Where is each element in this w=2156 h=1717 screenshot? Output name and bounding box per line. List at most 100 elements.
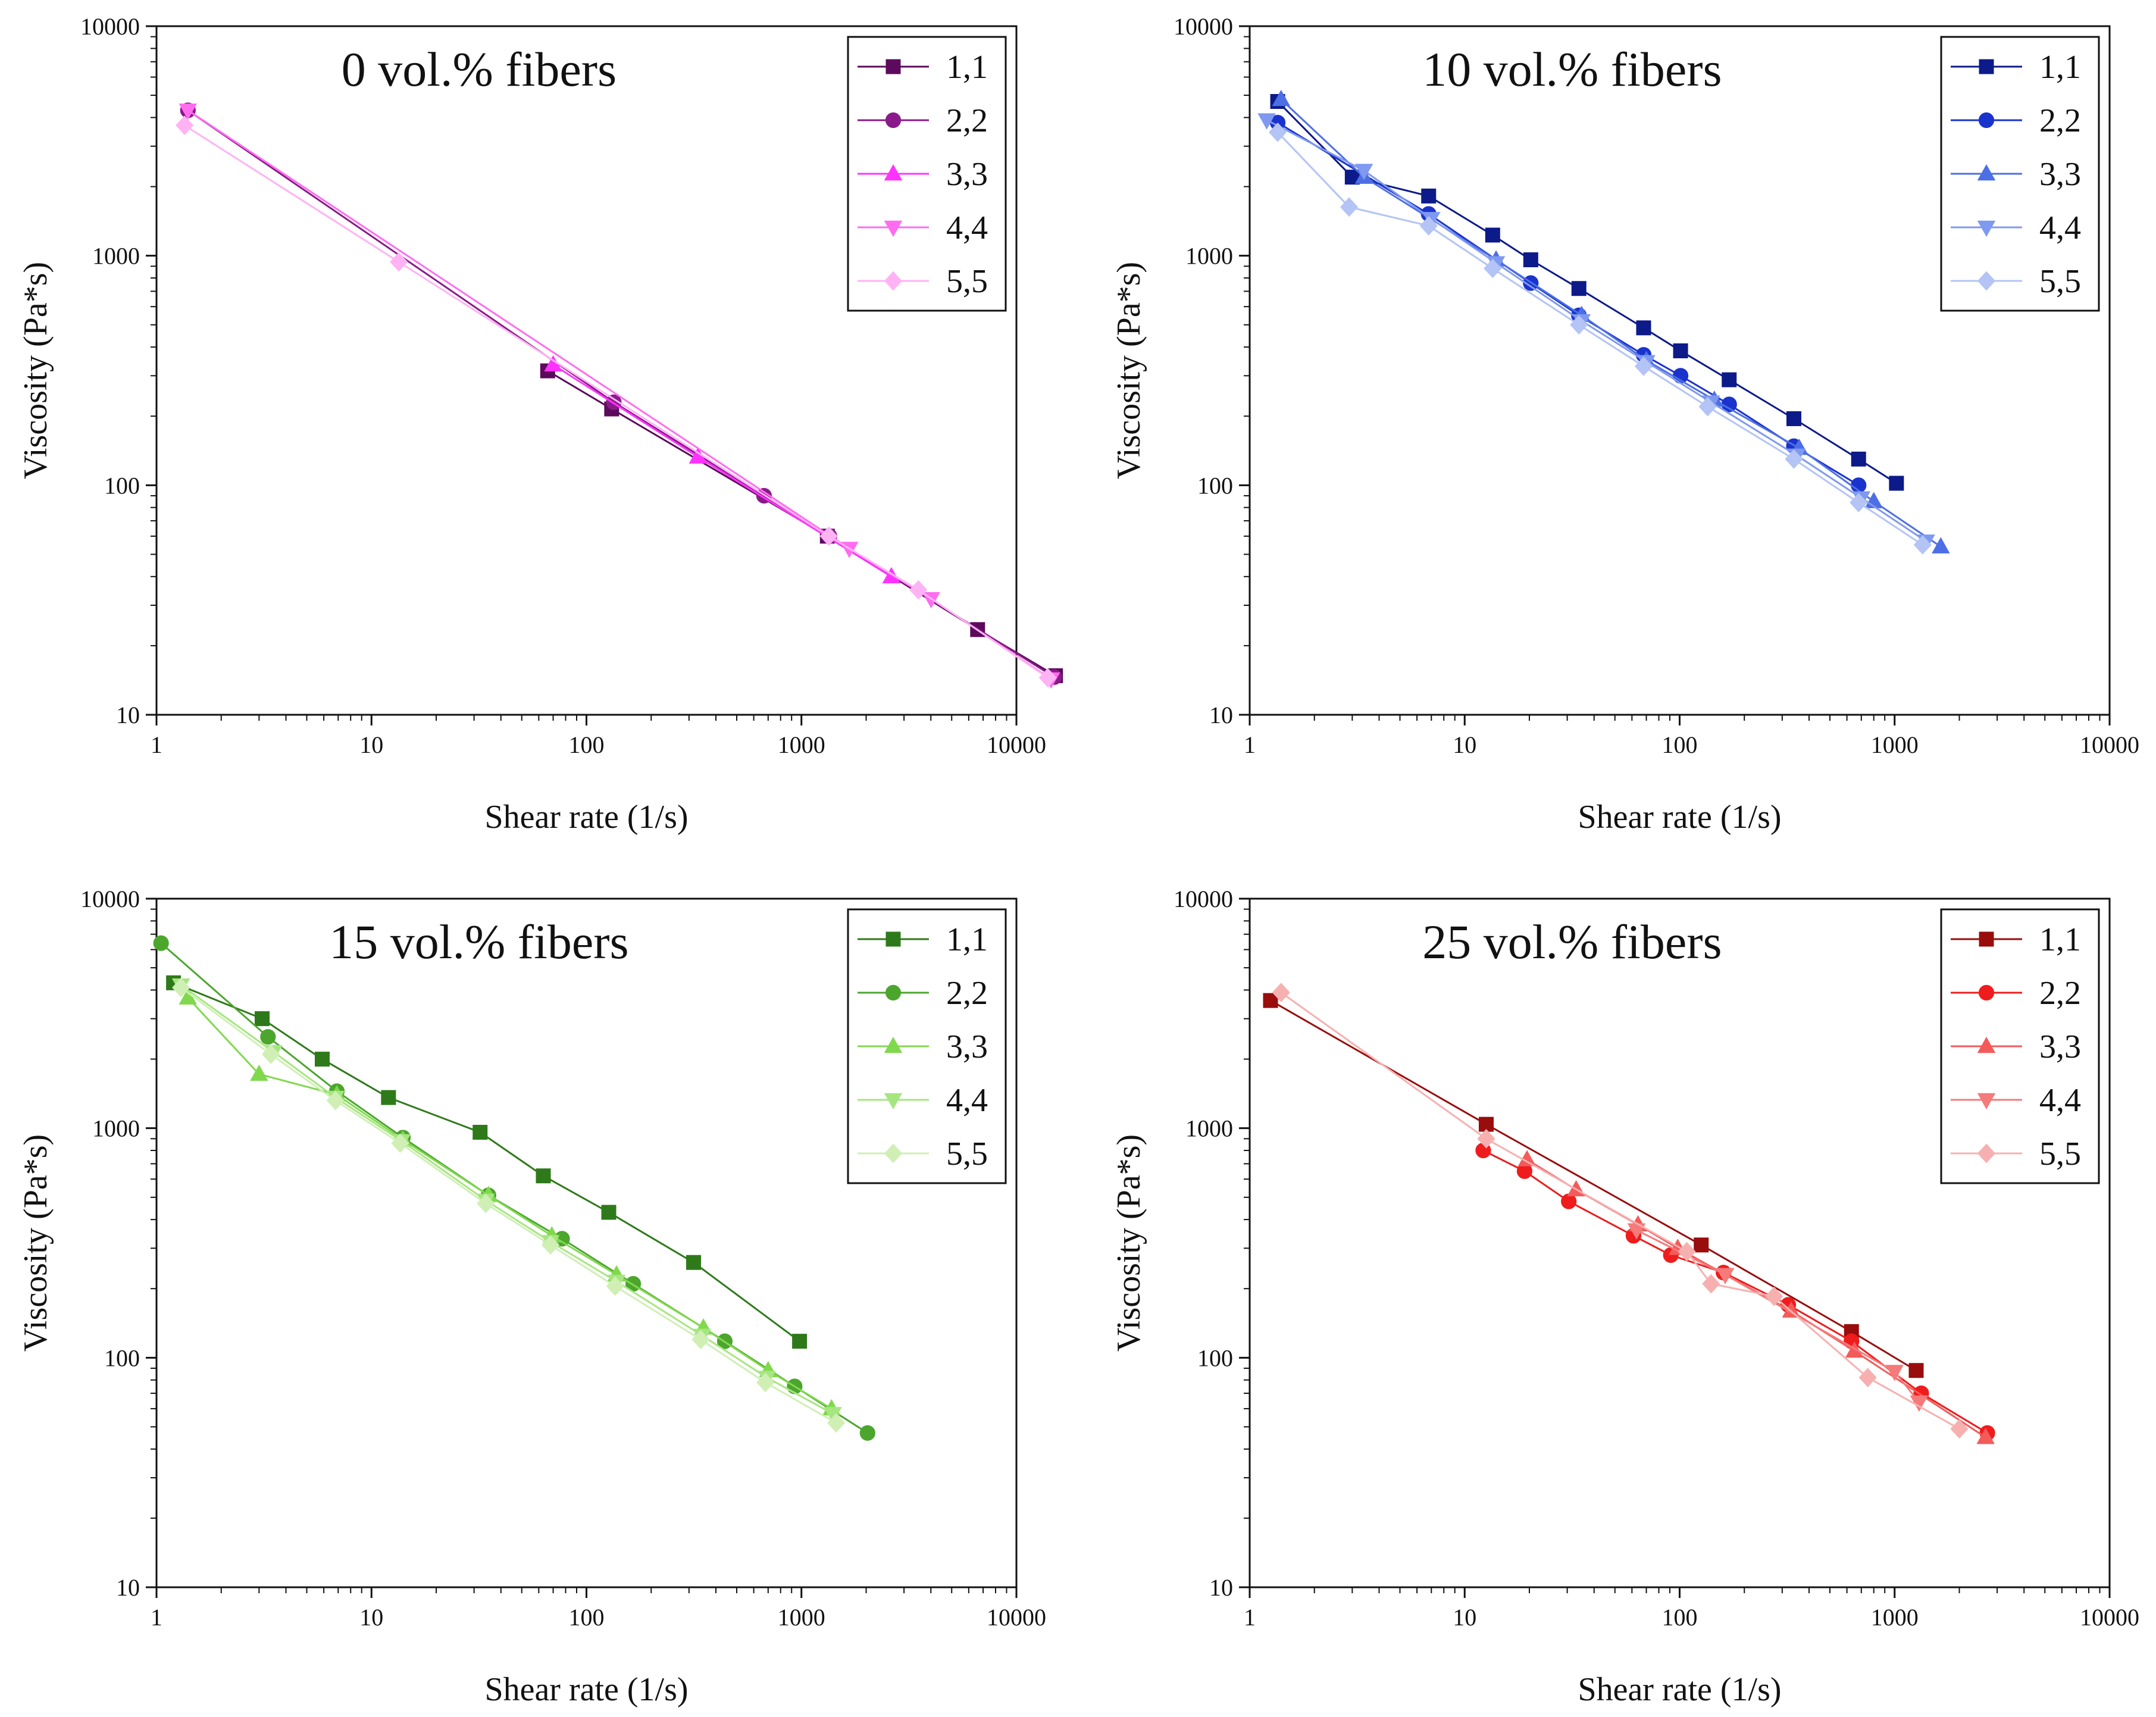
y-tick-label: 10000 — [1174, 13, 1233, 40]
data-point — [1636, 320, 1651, 336]
data-point — [261, 1044, 280, 1064]
data-point — [1786, 411, 1801, 426]
y-tick-label: 10 — [116, 1574, 140, 1601]
chart-panel-4: 1 10 100 1000 10000 10 100 1000 10000 Shear rate … — [1110, 886, 2139, 1708]
y-tick-label: 10000 — [80, 13, 140, 40]
legend-item: 5,5 — [1951, 263, 2081, 300]
panel-title: 0 vol.% fibers — [342, 42, 617, 96]
data-point — [1038, 668, 1057, 688]
panel-title: 10 vol.% fibers — [1422, 42, 1722, 96]
data-point — [1932, 537, 1950, 553]
data-point — [1523, 252, 1538, 268]
legend-label: 4,4 — [2039, 209, 2081, 246]
legend-item: 5,5 — [858, 263, 988, 300]
legend-label: 2,2 — [2039, 975, 2081, 1012]
data-point — [1479, 1116, 1494, 1132]
x-tick-label: 10000 — [987, 731, 1046, 758]
legend-label: 3,3 — [946, 1028, 988, 1065]
x-tick-label: 100 — [1662, 1604, 1698, 1631]
legend-label: 1,1 — [946, 49, 988, 86]
legend-marker — [1977, 1093, 1996, 1110]
x-axis-label: Shear rate (1/s) — [1578, 1671, 1781, 1708]
legend-marker — [1977, 271, 1996, 291]
data-point — [1340, 197, 1359, 217]
legend-item: 1,1 — [858, 921, 988, 958]
x-axis-label: Shear rate (1/s) — [484, 1671, 688, 1708]
chart-panel-3: 1 10 100 1000 10000 10 100 1000 10000 Shear rate … — [17, 886, 1046, 1708]
legend: 1,1 2,2 3,3 4,4 5,5 — [847, 908, 1007, 1184]
series-line — [180, 987, 837, 1424]
data-point — [153, 935, 169, 951]
y-tick-label: 10 — [1209, 702, 1233, 728]
legend-item: 3,3 — [858, 156, 988, 193]
y-tick-label: 1000 — [92, 243, 140, 270]
legend-label: 1,1 — [946, 921, 988, 958]
x-tick-label: 100 — [1662, 731, 1698, 758]
chart-panel-1: 1 10 100 1000 10000 10 100 1000 10000 Shear rate … — [17, 13, 1063, 836]
data-point — [1722, 372, 1737, 387]
series-line — [1266, 119, 1927, 542]
legend-item: 2,2 — [1951, 975, 2081, 1012]
legend-marker — [884, 1093, 903, 1110]
data-point — [1716, 1268, 1735, 1284]
legend-item: 3,3 — [1951, 1028, 2081, 1065]
data-point — [1571, 281, 1587, 296]
legend-marker — [884, 271, 903, 291]
legend-item: 4,4 — [858, 1082, 988, 1119]
x-tick-label: 100 — [569, 731, 605, 758]
series-line — [1636, 1229, 1920, 1403]
legend-label: 2,2 — [946, 102, 988, 139]
y-tick-label: 100 — [104, 1344, 140, 1371]
x-tick-label: 10000 — [987, 1604, 1046, 1631]
y-axis-label: Viscosity (Pa*s) — [1110, 262, 1147, 479]
data-point — [1272, 983, 1290, 1003]
data-point — [390, 252, 408, 272]
data-point — [250, 1064, 268, 1081]
data-point — [314, 1052, 330, 1067]
legend-marker — [884, 220, 903, 237]
data-point — [1678, 1241, 1696, 1262]
legend-label: 5,5 — [2039, 1136, 2081, 1172]
legend-marker — [884, 1036, 903, 1053]
legend-item: 4,4 — [1951, 209, 2081, 246]
legend-marker — [884, 164, 903, 181]
legend-item: 2,2 — [858, 102, 988, 139]
legend: 1,1 2,2 3,3 4,4 5,5 — [1940, 36, 2100, 312]
legend-label: 5,5 — [946, 263, 988, 300]
legend: 1,1 2,2 3,3 4,4 5,5 — [847, 36, 1007, 312]
legend-marker — [1979, 59, 1994, 74]
legend-item: 3,3 — [858, 1028, 988, 1065]
x-tick-label: 1000 — [1871, 731, 1919, 758]
legend-item: 3,3 — [1951, 156, 2081, 193]
legend-marker — [1979, 931, 1994, 947]
data-point — [1698, 396, 1717, 417]
data-point — [1570, 315, 1588, 335]
x-tick-label: 10000 — [2080, 731, 2139, 758]
data-point — [1889, 476, 1904, 491]
y-tick-label: 100 — [1197, 1344, 1233, 1371]
y-tick-label: 1000 — [1185, 1115, 1233, 1142]
data-point — [1885, 1365, 1904, 1381]
y-tick-label: 10000 — [80, 886, 140, 912]
series-5-5 — [1272, 983, 1969, 1439]
legend-item: 2,2 — [1951, 102, 2081, 139]
y-tick-label: 1000 — [1185, 243, 1233, 270]
data-point — [1673, 343, 1688, 359]
data-point — [1702, 1274, 1720, 1294]
data-point — [381, 1090, 396, 1105]
series-line — [1270, 999, 1917, 1372]
legend-label: 4,4 — [946, 1082, 988, 1119]
legend-marker — [885, 59, 901, 74]
legend-marker — [884, 1143, 903, 1164]
data-point — [756, 1372, 775, 1393]
legend-label: 2,2 — [946, 975, 988, 1012]
y-axis-label: Viscosity (Pa*s) — [17, 1134, 54, 1352]
panel-title: 15 vol.% fibers — [329, 915, 628, 969]
series-5-5 — [172, 978, 846, 1433]
data-point — [1851, 451, 1866, 467]
series-line — [187, 997, 833, 1410]
legend-label: 3,3 — [946, 156, 988, 193]
data-point — [1268, 122, 1287, 142]
legend-marker — [1978, 984, 1995, 1001]
series-line — [1276, 132, 1923, 546]
